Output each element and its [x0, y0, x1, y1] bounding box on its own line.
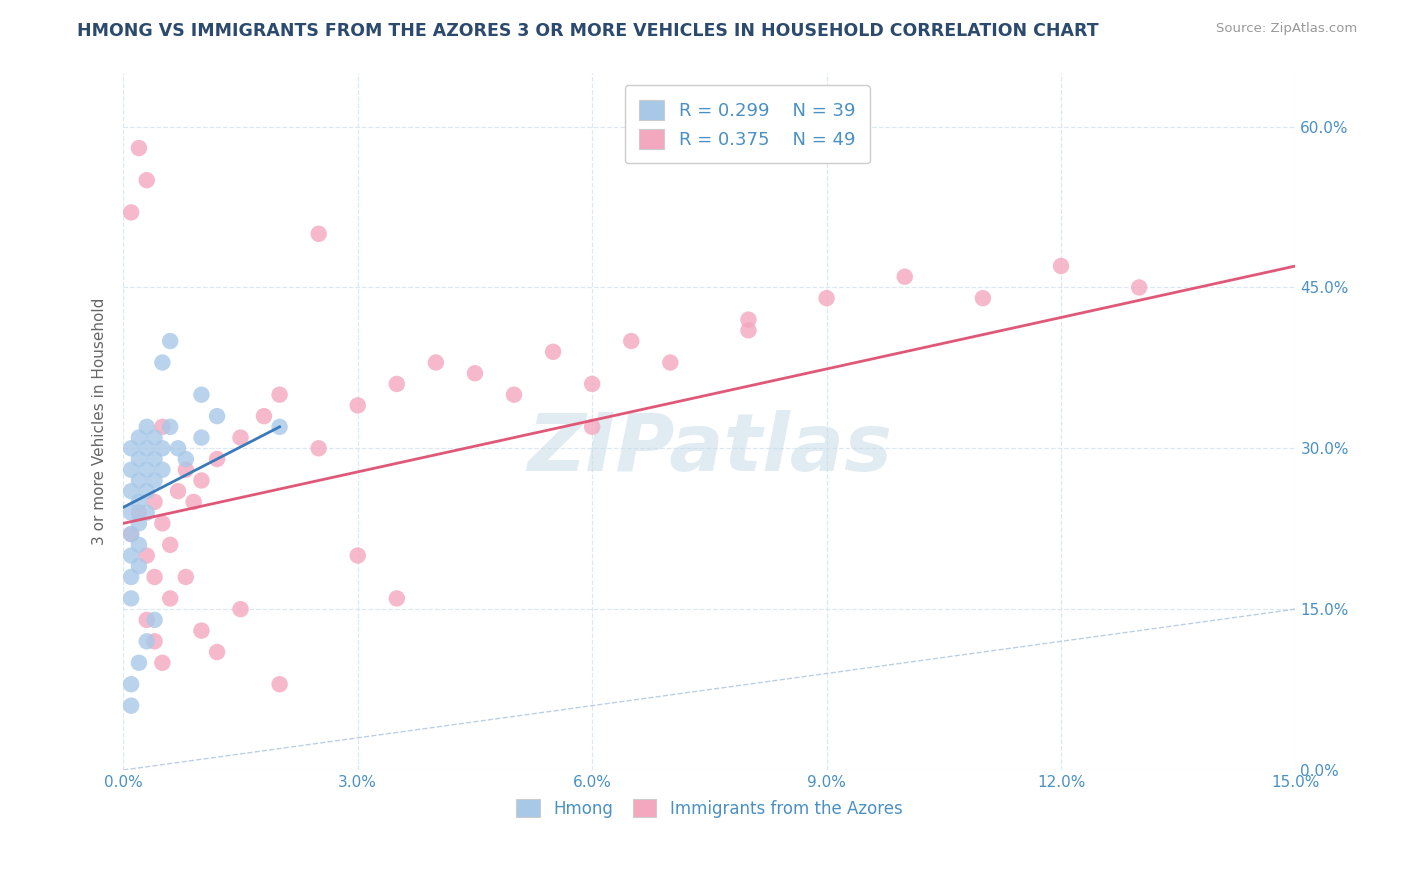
Point — [159, 538, 181, 552]
Point — [135, 613, 157, 627]
Point — [120, 698, 142, 713]
Legend: Hmong, Immigrants from the Azores: Hmong, Immigrants from the Azores — [510, 792, 910, 824]
Point — [269, 387, 291, 401]
Point — [737, 312, 759, 326]
Point — [269, 677, 291, 691]
Point — [183, 495, 205, 509]
Point — [174, 570, 197, 584]
Point — [120, 677, 142, 691]
Point — [128, 538, 150, 552]
Point — [190, 624, 212, 638]
Point — [150, 420, 173, 434]
Point — [385, 376, 408, 391]
Point — [120, 527, 142, 541]
Point — [159, 420, 181, 434]
Point — [128, 141, 150, 155]
Point — [174, 463, 197, 477]
Point — [120, 484, 142, 499]
Point — [150, 656, 173, 670]
Point — [229, 431, 252, 445]
Point — [150, 463, 173, 477]
Text: Source: ZipAtlas.com: Source: ZipAtlas.com — [1216, 22, 1357, 36]
Point — [346, 549, 368, 563]
Point — [190, 387, 212, 401]
Point — [229, 602, 252, 616]
Point — [143, 495, 166, 509]
Point — [1128, 280, 1150, 294]
Point — [737, 323, 759, 337]
Point — [143, 634, 166, 648]
Point — [190, 431, 212, 445]
Point — [128, 656, 150, 670]
Point — [205, 452, 228, 467]
Point — [120, 527, 142, 541]
Point — [143, 474, 166, 488]
Point — [143, 613, 166, 627]
Point — [659, 355, 682, 369]
Point — [120, 549, 142, 563]
Point — [120, 463, 142, 477]
Point — [120, 205, 142, 219]
Point — [143, 431, 166, 445]
Point — [128, 559, 150, 574]
Point — [464, 366, 486, 380]
Point — [128, 516, 150, 531]
Point — [143, 452, 166, 467]
Y-axis label: 3 or more Vehicles in Household: 3 or more Vehicles in Household — [93, 298, 107, 545]
Point — [135, 634, 157, 648]
Point — [972, 291, 994, 305]
Point — [815, 291, 838, 305]
Point — [167, 442, 190, 456]
Point — [205, 645, 228, 659]
Point — [120, 591, 142, 606]
Point — [128, 431, 150, 445]
Point — [308, 227, 330, 241]
Point — [135, 506, 157, 520]
Point — [150, 355, 173, 369]
Point — [143, 570, 166, 584]
Point — [159, 334, 181, 348]
Point — [135, 420, 157, 434]
Point — [205, 409, 228, 424]
Point — [120, 442, 142, 456]
Point — [167, 484, 190, 499]
Point — [503, 387, 526, 401]
Point — [269, 420, 291, 434]
Text: HMONG VS IMMIGRANTS FROM THE AZORES 3 OR MORE VEHICLES IN HOUSEHOLD CORRELATION : HMONG VS IMMIGRANTS FROM THE AZORES 3 OR… — [77, 22, 1099, 40]
Point — [135, 442, 157, 456]
Point — [893, 269, 915, 284]
Point — [1050, 259, 1073, 273]
Point — [150, 516, 173, 531]
Point — [174, 452, 197, 467]
Point — [541, 344, 564, 359]
Text: ZIPatlas: ZIPatlas — [527, 410, 891, 488]
Point — [150, 442, 173, 456]
Point — [581, 376, 603, 391]
Point — [128, 452, 150, 467]
Point — [128, 474, 150, 488]
Point — [308, 442, 330, 456]
Point — [385, 591, 408, 606]
Point — [120, 506, 142, 520]
Point — [128, 506, 150, 520]
Point — [135, 173, 157, 187]
Point — [190, 474, 212, 488]
Point — [120, 570, 142, 584]
Point — [581, 420, 603, 434]
Point — [128, 495, 150, 509]
Point — [346, 398, 368, 412]
Point — [620, 334, 643, 348]
Point — [135, 549, 157, 563]
Point — [159, 591, 181, 606]
Point — [253, 409, 276, 424]
Point — [135, 484, 157, 499]
Point — [425, 355, 447, 369]
Point — [135, 463, 157, 477]
